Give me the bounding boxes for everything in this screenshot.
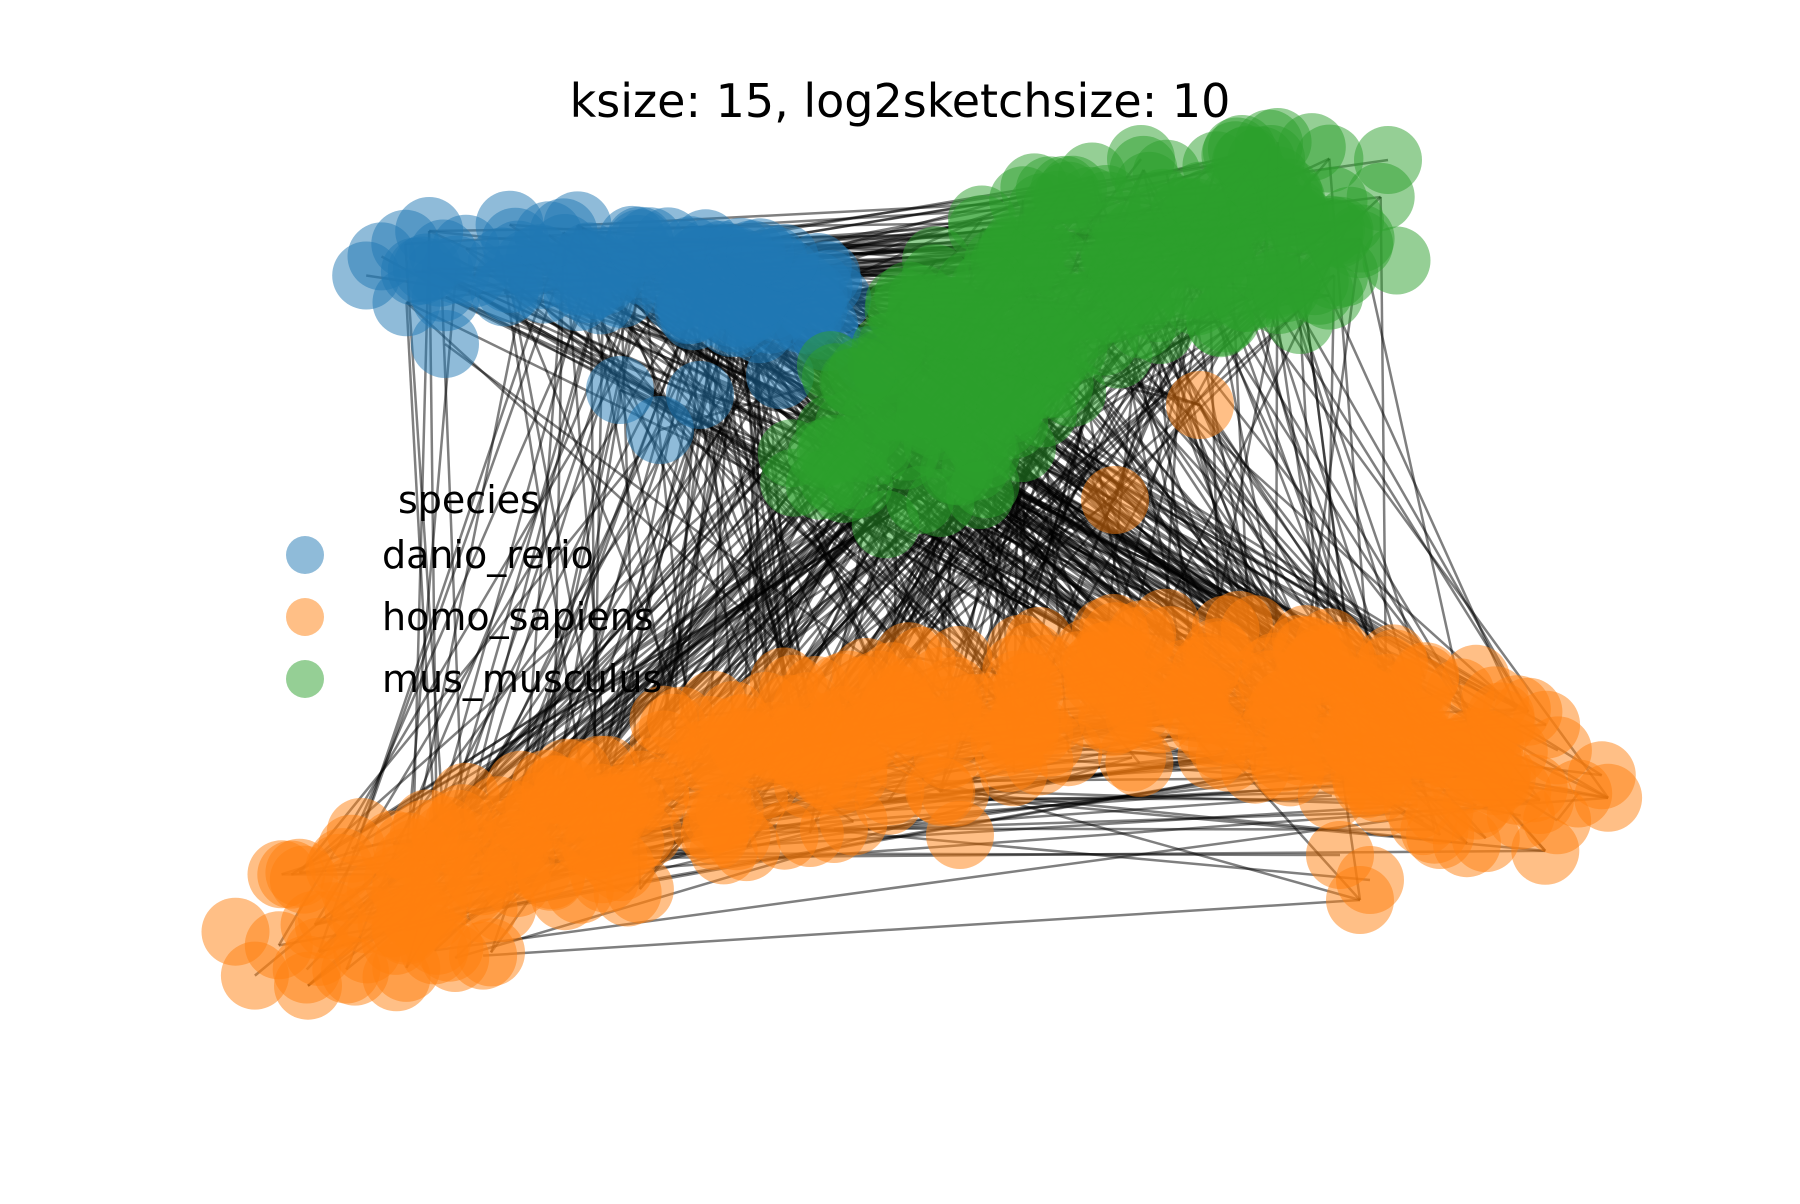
- graph-node: [281, 891, 349, 959]
- graph-node: [936, 251, 1004, 319]
- graph-node: [1030, 314, 1098, 382]
- legend-label: mus_musculus: [382, 654, 662, 704]
- legend-item-danio-rerio: danio_rerio: [270, 530, 730, 580]
- graph-node: [1506, 766, 1574, 834]
- graph-node: [372, 894, 440, 962]
- graph-node: [586, 356, 654, 424]
- legend-marker: [286, 598, 324, 636]
- legend-item-mus-musculus: mus_musculus: [270, 654, 730, 704]
- legend-title: species: [398, 478, 540, 522]
- graph-node: [1433, 809, 1501, 877]
- graph-node: [1166, 371, 1234, 439]
- graph-node: [825, 450, 893, 518]
- graph-node: [1574, 764, 1642, 832]
- legend-label: homo_sapiens: [382, 592, 654, 642]
- legend: species danio_rerio homo_sapiens mus_mus…: [270, 478, 730, 728]
- graph-node: [411, 310, 479, 378]
- graph-node: [1126, 296, 1194, 364]
- graph-node: [1266, 286, 1334, 354]
- graph-node: [606, 209, 674, 277]
- graph-node: [596, 809, 664, 877]
- graph-node: [1115, 152, 1183, 220]
- graph-node: [865, 268, 933, 336]
- legend-label: danio_rerio: [382, 530, 594, 580]
- graph-node: [1060, 681, 1128, 749]
- graph-node: [1326, 866, 1394, 934]
- graph-node: [926, 801, 994, 869]
- graph-node: [973, 697, 1041, 765]
- graph-node: [1081, 466, 1149, 534]
- graph-node: [457, 918, 525, 986]
- graph-node: [726, 218, 794, 286]
- graph-node: [976, 376, 1044, 444]
- legend-item-homo-sapiens: homo_sapiens: [270, 592, 730, 642]
- graph-node: [946, 461, 1014, 529]
- graph-node: [666, 361, 734, 429]
- graph-node: [1327, 205, 1395, 273]
- graph-node: [1077, 621, 1145, 689]
- graph-node: [567, 266, 635, 334]
- legend-marker: [286, 536, 324, 574]
- legend-marker: [286, 660, 324, 698]
- graph-node: [487, 826, 555, 894]
- graph-node: [886, 466, 954, 534]
- graph-node: [830, 703, 898, 771]
- graph-node: [512, 750, 580, 818]
- graph-node: [828, 338, 896, 406]
- graph-node: [425, 790, 493, 858]
- graph-node: [332, 242, 400, 310]
- graph-node: [1173, 633, 1241, 701]
- graph-node: [1353, 636, 1421, 704]
- graph-node: [1249, 671, 1317, 739]
- graph-node: [896, 371, 964, 439]
- graph-node: [1354, 126, 1422, 194]
- graph-node: [1256, 167, 1324, 235]
- graph-node: [1039, 156, 1107, 224]
- graph-title: ksize: 15, log2sketchsize: 10: [0, 74, 1800, 128]
- graph-node: [515, 201, 583, 269]
- graph-node: [406, 239, 474, 307]
- graph-node: [683, 784, 751, 852]
- graph-node: [751, 802, 819, 870]
- graph-node: [668, 721, 736, 789]
